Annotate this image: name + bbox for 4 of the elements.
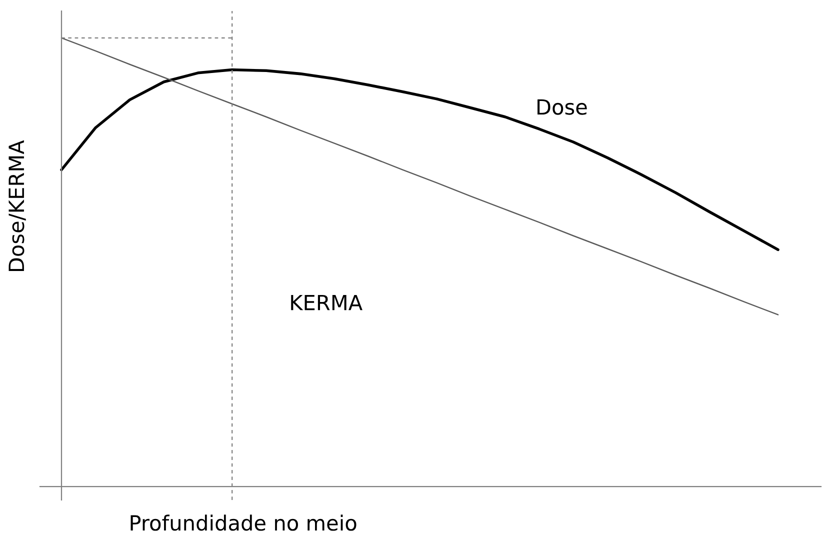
y-axis-title: Dose/KERMA <box>8 140 26 272</box>
annotation: Dose <box>538 99 587 115</box>
x-axis-title: Profundidade no meio <box>130 514 356 531</box>
annotation: KERMA <box>291 294 362 310</box>
